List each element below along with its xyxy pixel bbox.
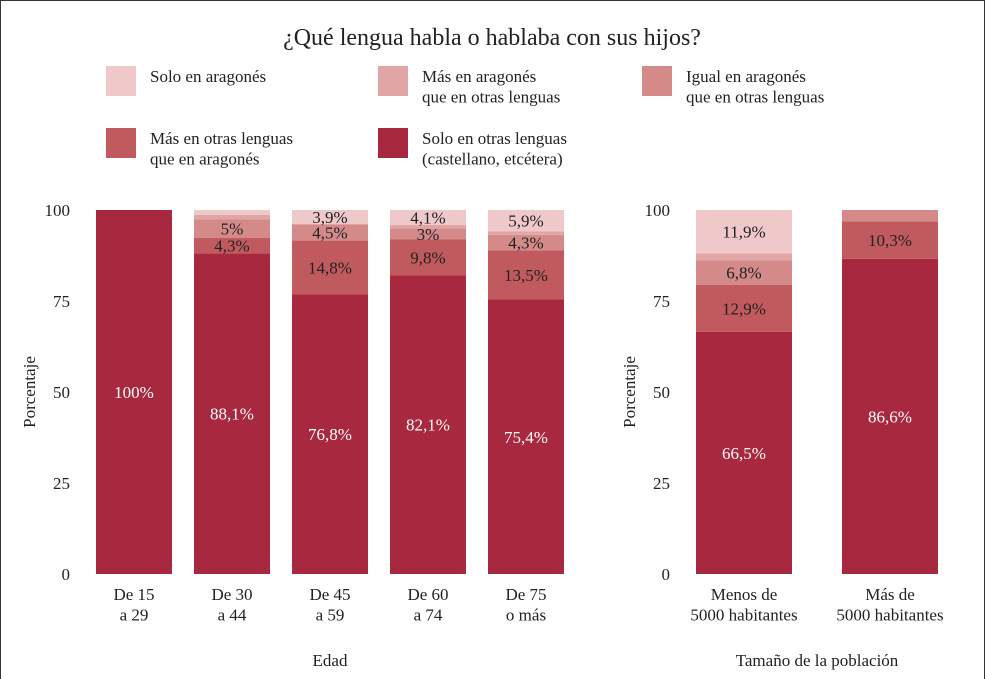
value-label: 5% [221, 220, 244, 239]
y-tick-label: 100 [645, 201, 671, 220]
legend-label: Más en aragonés que en otras lenguas [422, 67, 560, 106]
x-axis-label: Edad [313, 651, 348, 670]
x-axis-label: Tamaño de la población [736, 651, 899, 670]
bar-segment [488, 231, 564, 235]
x-tick-label: Más de 5000 habitantes [836, 585, 943, 624]
legend-label: Solo en otras lenguas (castellano, etcéte… [422, 129, 567, 168]
value-label: 4,1% [410, 208, 445, 227]
bar-segment [292, 210, 368, 225]
bar-segment [488, 250, 564, 300]
bar-segment [194, 214, 270, 220]
bar-segment [488, 210, 564, 232]
bar-segment [488, 234, 564, 251]
bar-segment [96, 210, 172, 574]
y-tick-label: 50 [53, 383, 70, 402]
x-tick-label: De 60 a 74 [407, 585, 448, 624]
value-label: 6,8% [726, 264, 761, 283]
legend-swatch [106, 66, 136, 96]
x-tick-label: De 45 a 59 [309, 585, 350, 624]
value-label: 14,8% [308, 259, 352, 278]
y-tick-label: 0 [62, 565, 71, 584]
value-label: 4,3% [214, 236, 249, 255]
y-axis-label: Porcentaje [620, 356, 639, 428]
bar-segment [292, 224, 368, 241]
y-tick-label: 0 [662, 565, 671, 584]
y-tick-label: 100 [45, 201, 71, 220]
bar-segment [842, 221, 938, 259]
y-tick-label: 75 [653, 292, 670, 311]
bar-segment [842, 210, 938, 222]
bar-segment [390, 210, 466, 225]
x-tick-label: De 15 a 29 [113, 585, 154, 624]
legend-label: Más en otras lenguas que en aragonés [150, 129, 293, 168]
bar-segment [488, 299, 564, 574]
bar-segment [696, 210, 792, 254]
value-label: 88,1% [210, 405, 254, 424]
value-label: 66,5% [722, 444, 766, 463]
value-label: 5,9% [508, 212, 543, 231]
value-label: 75,4% [504, 428, 548, 447]
bar-segment [390, 224, 466, 229]
legend-label: Igual en aragonés que en otras lenguas [686, 67, 824, 106]
bar-segment [390, 239, 466, 276]
value-label: 12,9% [722, 299, 766, 318]
x-tick-label: Menos de 5000 habitantes [690, 585, 797, 624]
y-tick-label: 25 [53, 474, 70, 493]
y-axis-label: Porcentaje [20, 356, 39, 428]
bar-segment [194, 253, 270, 575]
legend-label: Solo en aragonés [150, 67, 266, 86]
value-label: 86,6% [868, 407, 912, 426]
bar-segment [292, 240, 368, 295]
value-label: 9,8% [410, 248, 445, 267]
value-label: 82,1% [406, 416, 450, 435]
legend-swatch [642, 66, 672, 96]
y-tick-label: 75 [53, 292, 70, 311]
bar-segment [194, 219, 270, 238]
y-tick-label: 50 [653, 383, 670, 402]
x-tick-label: De 30 a 44 [211, 585, 252, 624]
bar-segment [842, 258, 938, 574]
bar-segment [390, 275, 466, 574]
chart-title: ¿Qué lengua habla o hablaba con sus hijo… [283, 25, 701, 51]
bar-segment [194, 237, 270, 254]
value-label: 76,8% [308, 425, 352, 444]
value-label: 4,3% [508, 234, 543, 253]
value-label: 11,9% [722, 223, 765, 242]
value-label: 100% [114, 383, 154, 402]
legend-swatch [378, 66, 408, 96]
bar-segment [696, 331, 792, 574]
x-tick-label: De 75 o más [505, 585, 546, 624]
bar-segment [696, 260, 792, 285]
bar-segment [696, 253, 792, 261]
value-label: 3% [417, 225, 440, 244]
bar-segment [292, 294, 368, 574]
value-label: 3,9% [312, 208, 347, 227]
legend-swatch [378, 128, 408, 158]
value-label: 4,5% [312, 223, 347, 242]
bar-segment [390, 228, 466, 240]
legend-swatch [106, 128, 136, 158]
bar-segment [696, 284, 792, 332]
value-label: 13,5% [504, 266, 548, 285]
y-tick-label: 25 [653, 474, 670, 493]
bar-segment [194, 210, 270, 215]
value-label: 10,3% [868, 231, 912, 250]
